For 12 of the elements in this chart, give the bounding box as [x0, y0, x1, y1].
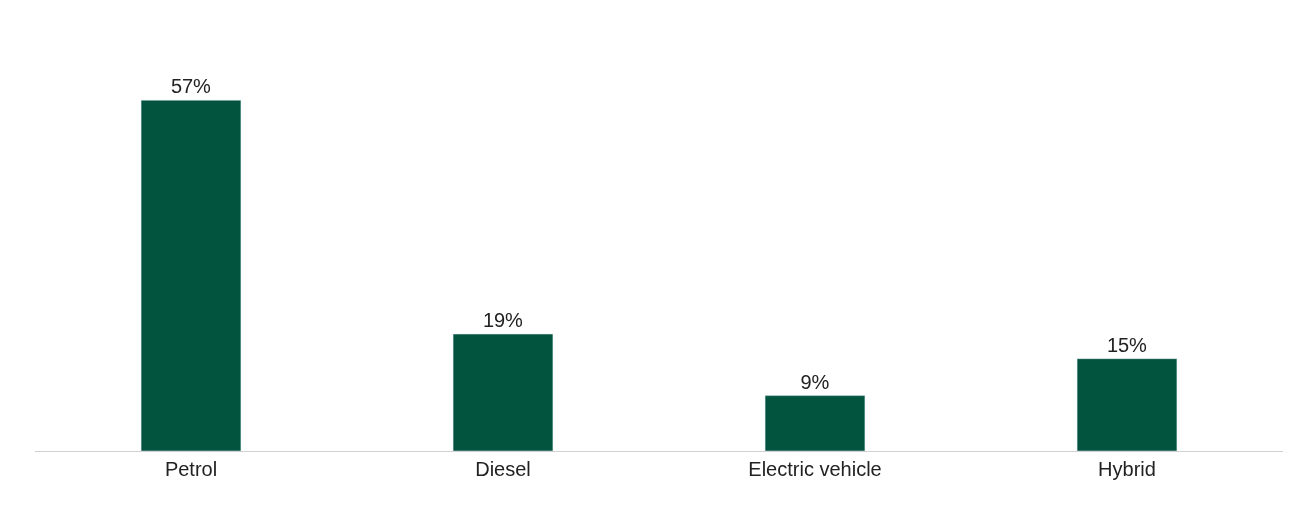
bar — [452, 333, 554, 451]
data-label: 9% — [800, 370, 830, 393]
bar — [1076, 358, 1178, 451]
data-label: 57% — [170, 75, 212, 98]
x-tick-label: Hybrid — [1098, 458, 1156, 480]
data-label: 19% — [482, 309, 524, 332]
x-tick-label: Electric vehicle — [748, 458, 882, 480]
x-tick-label: Petrol — [164, 458, 218, 480]
x-tick-label: Diesel — [475, 458, 531, 480]
bar — [764, 395, 866, 451]
data-label: 15% — [1106, 333, 1148, 356]
bar — [140, 99, 242, 451]
